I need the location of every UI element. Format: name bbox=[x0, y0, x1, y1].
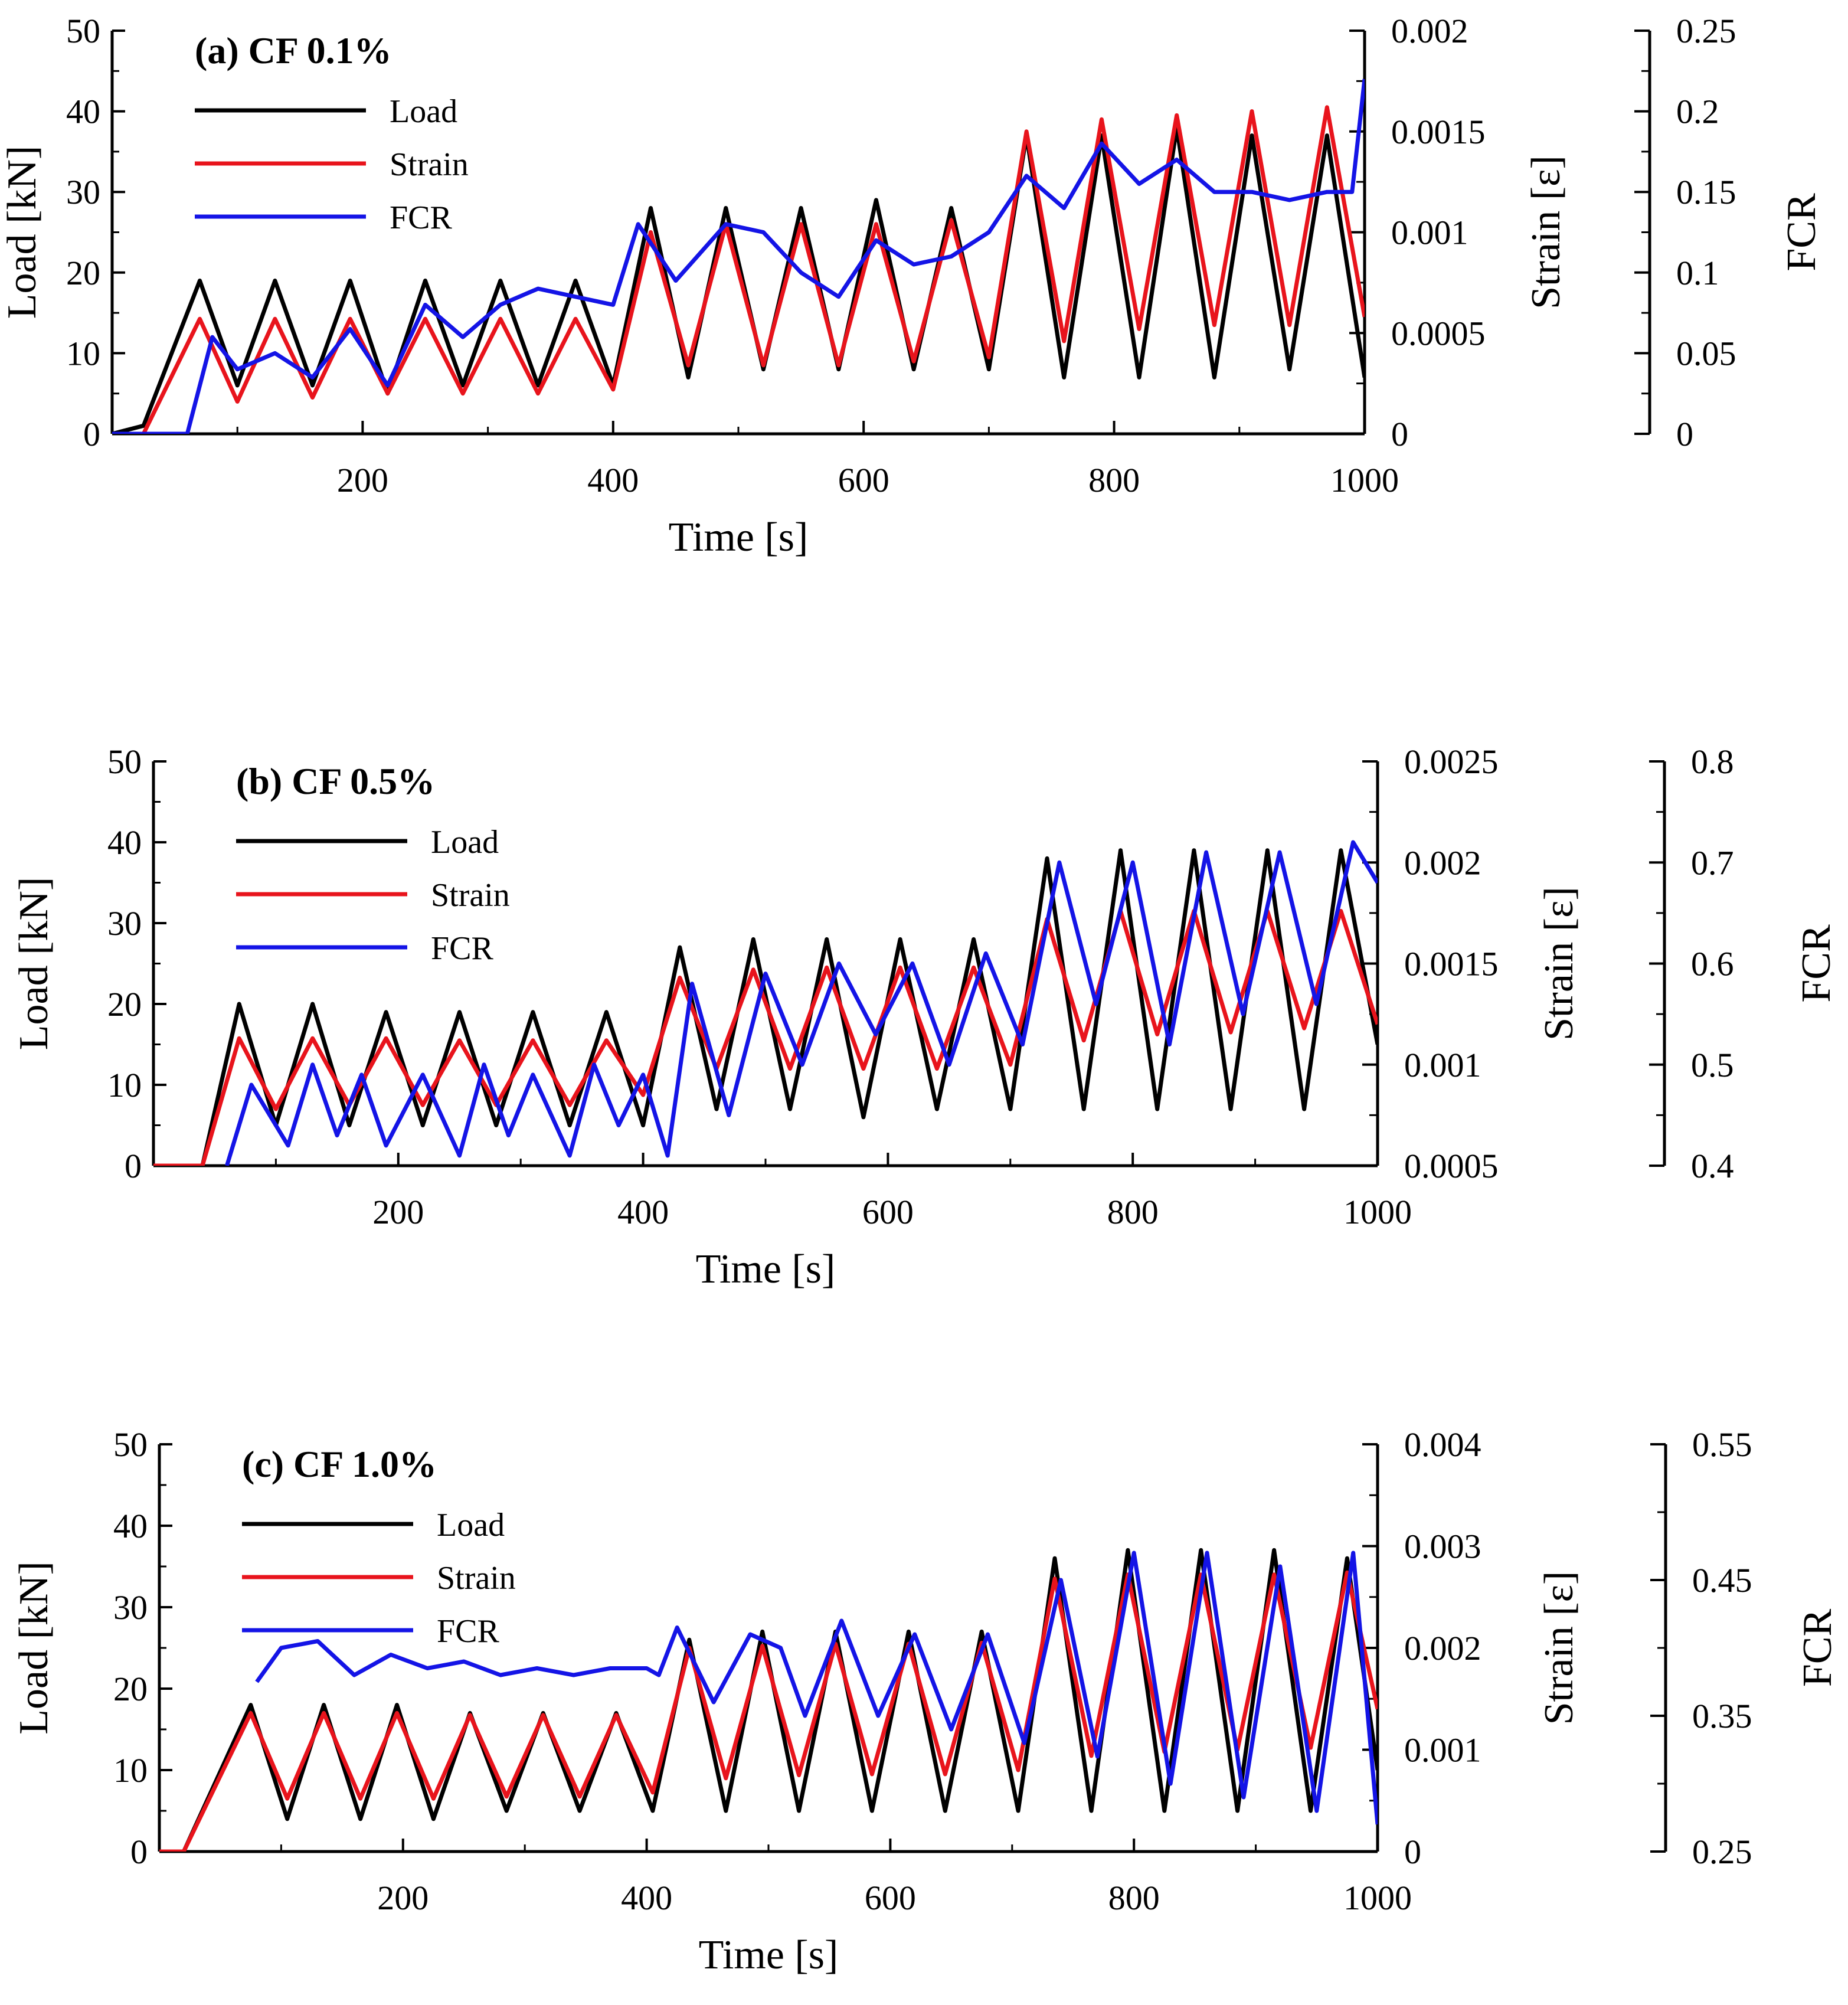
fcr-axis-tick-label: 0.2 bbox=[1676, 93, 1719, 131]
x-tick-label: 800 bbox=[1108, 1879, 1160, 1917]
chart-panel-1: 200 400 600 800 1000 Time [s] 0 10 20 30 40 50 Load … bbox=[11, 743, 1839, 1292]
x-tick-label: 600 bbox=[838, 461, 889, 499]
load-axis-tick-label: 0 bbox=[83, 415, 100, 453]
series-line-fcr bbox=[225, 840, 1378, 1166]
x-tick-label: 1000 bbox=[1343, 1879, 1412, 1917]
fcr-axis-title: FCR bbox=[1779, 193, 1824, 272]
series-line-strain bbox=[159, 1570, 1378, 1852]
strain-axis-tick-label: 0.0005 bbox=[1391, 314, 1486, 352]
load-axis-tick-label: 50 bbox=[113, 1425, 148, 1464]
strain-axis-tick-label: 0.002 bbox=[1391, 12, 1468, 50]
x-tick-label: 200 bbox=[337, 461, 388, 499]
load-axis-tick-label: 30 bbox=[107, 904, 142, 943]
load-axis-tick-label: 0 bbox=[125, 1147, 142, 1185]
x-tick-label: 200 bbox=[372, 1193, 424, 1231]
fcr-axis-tick-label: 0.15 bbox=[1676, 173, 1736, 211]
x-tick-label: 800 bbox=[1107, 1193, 1159, 1231]
load-axis-tick-label: 20 bbox=[66, 254, 100, 292]
x-tick-label: 600 bbox=[862, 1193, 914, 1231]
fcr-axis-tick-label: 0.1 bbox=[1676, 254, 1719, 292]
load-axis-tick-label: 40 bbox=[66, 93, 100, 131]
fcr-axis-tick-label: 0.7 bbox=[1691, 843, 1734, 882]
series-line-strain bbox=[112, 105, 1365, 434]
fcr-axis-tick-label: 0.55 bbox=[1692, 1425, 1752, 1464]
fcr-axis-tick-label: 0.05 bbox=[1676, 334, 1736, 372]
x-tick-label: 200 bbox=[377, 1879, 429, 1917]
chart-panel-2: 200 400 600 800 1000 Time [s] 0 10 20 30 40 50 Load … bbox=[11, 1425, 1840, 1978]
legend-label-load: Load bbox=[390, 93, 457, 130]
legend-label-fcr: FCR bbox=[437, 1613, 499, 1650]
fcr-axis-tick-label: 0.8 bbox=[1691, 743, 1734, 781]
x-tick-label: 400 bbox=[587, 461, 639, 499]
series-line-load bbox=[159, 1548, 1378, 1852]
x-axis-title: Time [s] bbox=[696, 1247, 836, 1292]
load-axis-tick-label: 20 bbox=[107, 985, 142, 1023]
panel-label: (c) CF 1.0% bbox=[242, 1443, 437, 1485]
load-axis-title: Load [kN] bbox=[0, 146, 45, 319]
legend-label-fcr: FCR bbox=[431, 930, 493, 967]
fcr-axis-tick-label: 0.25 bbox=[1676, 12, 1736, 50]
load-axis-tick-label: 50 bbox=[66, 12, 100, 50]
series-line-fcr bbox=[255, 1551, 1378, 1825]
strain-axis-tick-label: 0.004 bbox=[1404, 1425, 1481, 1464]
fcr-axis-tick-label: 0 bbox=[1676, 415, 1693, 453]
x-axis-title: Time [s] bbox=[699, 1932, 839, 1978]
legend-label-strain: Strain bbox=[437, 1560, 516, 1597]
fcr-axis-tick-label: 0.45 bbox=[1692, 1561, 1752, 1600]
legend-label-load: Load bbox=[437, 1507, 505, 1543]
strain-axis-title: Strain [ε] bbox=[1523, 155, 1569, 309]
fcr-axis-title: FCR bbox=[1795, 1609, 1840, 1687]
load-axis-tick-label: 20 bbox=[113, 1670, 148, 1708]
load-axis-title: Load [kN] bbox=[11, 1561, 57, 1735]
fcr-axis-tick-label: 0.4 bbox=[1691, 1147, 1734, 1185]
strain-axis-tick-label: 0.002 bbox=[1404, 1629, 1481, 1667]
fcr-axis-tick-label: 0.5 bbox=[1691, 1046, 1734, 1084]
fcr-axis-tick-label: 0.35 bbox=[1692, 1697, 1752, 1735]
load-axis-tick-label: 40 bbox=[113, 1507, 148, 1545]
load-axis-tick-label: 30 bbox=[66, 173, 100, 211]
strain-axis-tick-label: 0.001 bbox=[1404, 1046, 1481, 1084]
fcr-axis-title: FCR bbox=[1794, 924, 1839, 1003]
x-tick-label: 400 bbox=[621, 1879, 672, 1917]
x-tick-label: 400 bbox=[617, 1193, 669, 1231]
legend-label-fcr: FCR bbox=[390, 199, 452, 236]
load-axis-title: Load [kN] bbox=[11, 877, 57, 1051]
strain-axis-tick-label: 0 bbox=[1391, 415, 1408, 453]
strain-axis-tick-label: 0.0005 bbox=[1404, 1147, 1499, 1185]
load-axis-tick-label: 30 bbox=[113, 1588, 148, 1627]
strain-axis-tick-label: 0.001 bbox=[1391, 214, 1468, 252]
load-axis-tick-label: 40 bbox=[107, 823, 142, 862]
load-axis-tick-label: 50 bbox=[107, 743, 142, 781]
strain-axis-tick-label: 0.002 bbox=[1404, 843, 1481, 882]
legend-label-strain: Strain bbox=[390, 146, 469, 183]
strain-axis-tick-label: 0.001 bbox=[1404, 1731, 1481, 1769]
chart-panel-0: 200 400 600 800 1000 Time [s] 0 10 20 30 40 50 Load … bbox=[0, 12, 1824, 560]
strain-axis-tick-label: 0.0015 bbox=[1391, 113, 1486, 151]
strain-axis-tick-label: 0.003 bbox=[1404, 1528, 1481, 1566]
strain-axis-title: Strain [ε] bbox=[1536, 1571, 1582, 1725]
legend-label-load: Load bbox=[431, 824, 499, 861]
load-axis-tick-label: 10 bbox=[113, 1751, 148, 1790]
panel-label: (b) CF 0.5% bbox=[236, 760, 435, 802]
panel-label: (a) CF 0.1% bbox=[195, 30, 392, 71]
x-axis-title: Time [s] bbox=[669, 515, 809, 560]
load-axis-tick-label: 10 bbox=[66, 334, 100, 372]
fcr-axis-tick-label: 0.6 bbox=[1691, 945, 1734, 983]
x-tick-label: 600 bbox=[865, 1879, 916, 1917]
x-tick-label: 1000 bbox=[1343, 1193, 1412, 1231]
series-line-strain bbox=[153, 909, 1378, 1166]
series-line-load bbox=[112, 125, 1365, 434]
x-tick-label: 800 bbox=[1088, 461, 1140, 499]
legend-label-strain: Strain bbox=[431, 877, 510, 914]
load-axis-tick-label: 10 bbox=[107, 1066, 142, 1104]
strain-axis-tick-label: 0 bbox=[1404, 1833, 1421, 1871]
strain-axis-tick-label: 0.0015 bbox=[1404, 945, 1499, 983]
strain-axis-title: Strain [ε] bbox=[1536, 887, 1582, 1041]
load-axis-tick-label: 0 bbox=[130, 1833, 148, 1871]
strain-axis-tick-label: 0.0025 bbox=[1404, 743, 1499, 781]
x-tick-label: 1000 bbox=[1330, 461, 1399, 499]
series-line-fcr bbox=[112, 79, 1365, 434]
fcr-axis-tick-label: 0.25 bbox=[1692, 1833, 1752, 1871]
